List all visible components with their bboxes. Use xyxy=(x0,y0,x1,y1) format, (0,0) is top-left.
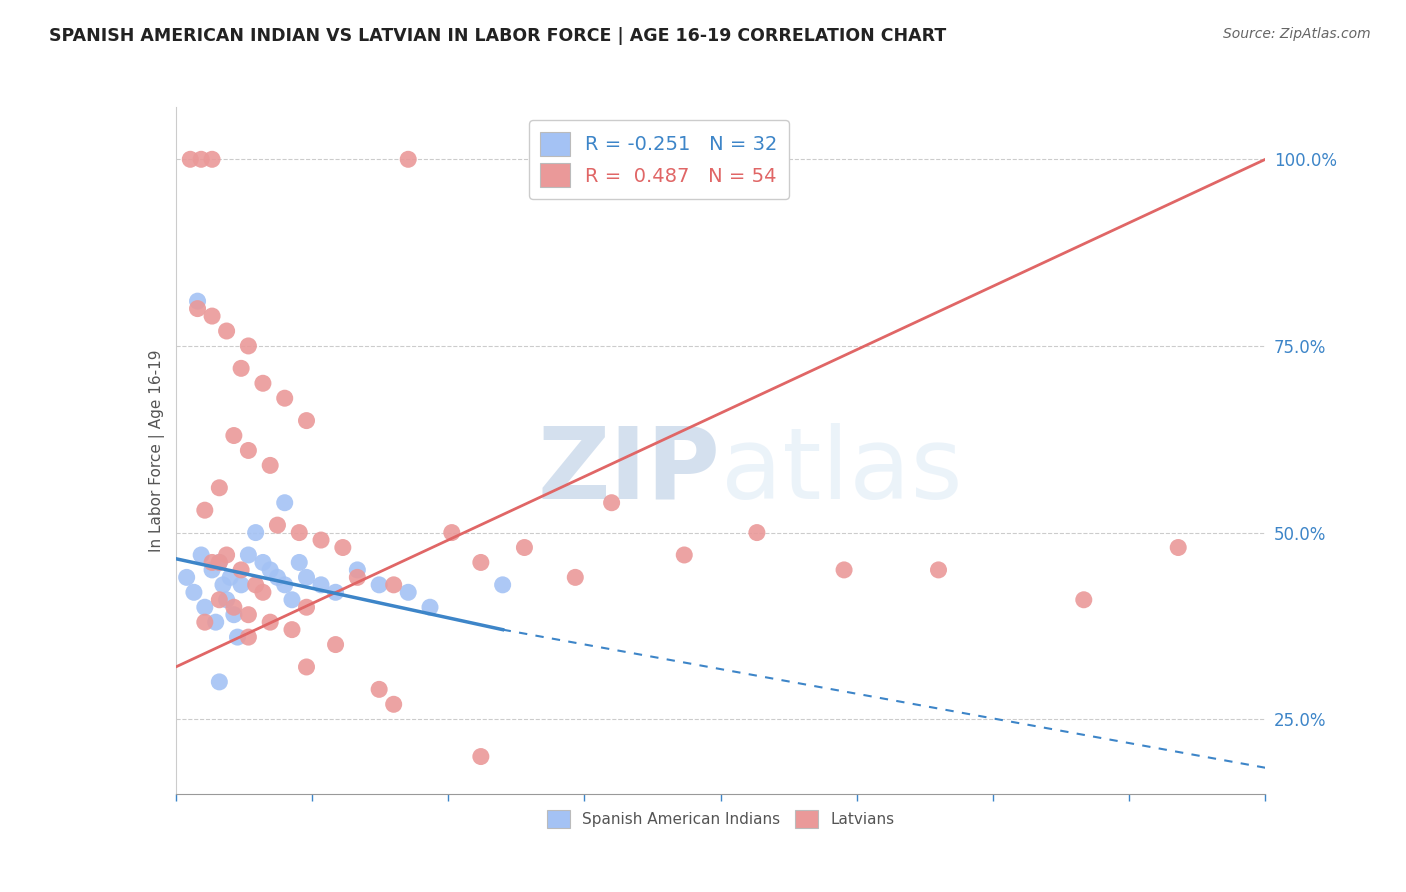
Point xyxy=(212,578,235,592)
Point xyxy=(231,563,253,577)
Point xyxy=(346,570,368,584)
Point xyxy=(745,525,768,540)
Point xyxy=(201,556,224,570)
Point xyxy=(238,548,260,562)
Point xyxy=(194,503,217,517)
Point xyxy=(219,570,242,584)
Point xyxy=(295,660,318,674)
Point xyxy=(440,525,463,540)
Point xyxy=(238,339,260,353)
Point xyxy=(470,749,492,764)
Text: atlas: atlas xyxy=(721,423,962,519)
Point xyxy=(208,556,231,570)
Point xyxy=(295,414,318,428)
Point xyxy=(346,563,368,577)
Text: Source: ZipAtlas.com: Source: ZipAtlas.com xyxy=(1223,27,1371,41)
Point xyxy=(186,294,209,309)
Point xyxy=(201,153,224,167)
Point xyxy=(222,428,245,442)
Point xyxy=(201,309,224,323)
Point xyxy=(382,698,405,712)
Point xyxy=(186,301,209,316)
Point xyxy=(470,556,492,570)
Point xyxy=(673,548,696,562)
Point xyxy=(190,153,212,167)
Point xyxy=(179,153,201,167)
Point xyxy=(332,541,354,555)
Point xyxy=(396,153,419,167)
Point xyxy=(215,548,238,562)
Text: SPANISH AMERICAN INDIAN VS LATVIAN IN LABOR FORCE | AGE 16-19 CORRELATION CHART: SPANISH AMERICAN INDIAN VS LATVIAN IN LA… xyxy=(49,27,946,45)
Point xyxy=(1167,541,1189,555)
Legend: Spanish American Indians, Latvians: Spanish American Indians, Latvians xyxy=(540,804,901,834)
Point xyxy=(222,607,245,622)
Point xyxy=(215,324,238,338)
Point xyxy=(731,153,754,167)
Point xyxy=(396,585,419,599)
Point xyxy=(204,615,226,630)
Point xyxy=(194,615,217,630)
Point xyxy=(295,600,318,615)
Point xyxy=(266,570,288,584)
Point xyxy=(419,600,441,615)
Point xyxy=(309,578,332,592)
Point xyxy=(1073,592,1095,607)
Point xyxy=(382,578,405,592)
Point xyxy=(288,556,311,570)
Point xyxy=(190,548,212,562)
Y-axis label: In Labor Force | Age 16-19: In Labor Force | Age 16-19 xyxy=(149,349,165,552)
Point xyxy=(281,623,304,637)
Point xyxy=(201,563,224,577)
Point xyxy=(245,578,267,592)
Point xyxy=(368,578,391,592)
Point xyxy=(238,607,260,622)
Point xyxy=(492,578,515,592)
Point xyxy=(208,481,231,495)
Point xyxy=(208,674,231,689)
Point xyxy=(266,518,288,533)
Point xyxy=(325,638,347,652)
Point xyxy=(208,592,231,607)
Point xyxy=(183,585,205,599)
Point xyxy=(281,592,304,607)
Point xyxy=(176,570,198,584)
Point xyxy=(564,570,586,584)
Point xyxy=(238,630,260,644)
Point xyxy=(194,600,217,615)
Point xyxy=(274,496,297,510)
Point xyxy=(274,391,297,405)
Point xyxy=(325,585,347,599)
Point xyxy=(231,361,253,376)
Point xyxy=(215,592,238,607)
Point xyxy=(295,570,318,584)
Point xyxy=(259,563,281,577)
Point xyxy=(231,578,253,592)
Point xyxy=(288,525,311,540)
Point xyxy=(832,563,855,577)
Point xyxy=(928,563,950,577)
Point xyxy=(208,556,231,570)
Point xyxy=(309,533,332,547)
Point xyxy=(226,630,249,644)
Text: ZIP: ZIP xyxy=(537,423,721,519)
Point xyxy=(245,525,267,540)
Point xyxy=(274,578,297,592)
Point xyxy=(600,496,623,510)
Point xyxy=(222,600,245,615)
Point xyxy=(513,541,536,555)
Point xyxy=(252,376,274,391)
Point xyxy=(259,615,281,630)
Point xyxy=(368,682,391,697)
Point xyxy=(252,585,274,599)
Point xyxy=(238,443,260,458)
Point xyxy=(259,458,281,473)
Point xyxy=(252,556,274,570)
